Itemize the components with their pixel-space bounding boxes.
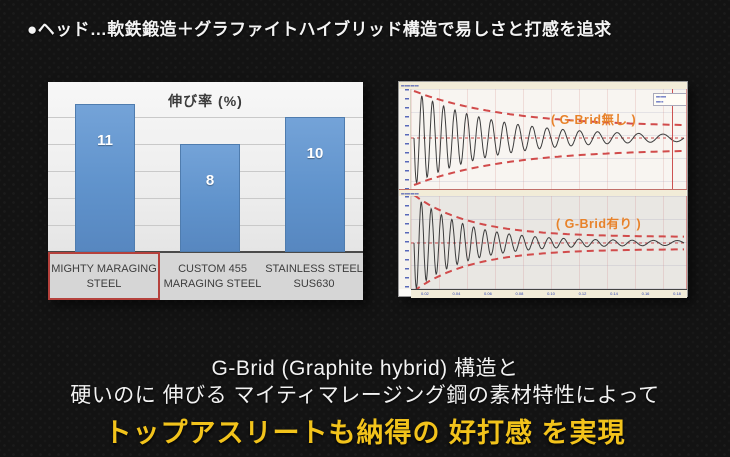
wave-a-plot-area: ( G-Brid無し ) ▪▪▪▪ ▪▪▪▪▪▪ ▪▪▪▪▪ ▪▪ [411, 89, 687, 189]
x-tick-label: 0.10 [547, 291, 555, 296]
wave-a-y-axis-ruler [399, 89, 411, 189]
wave-a-label: ( G-Brid無し ) [551, 113, 637, 127]
category-label-1: MIGHTY MARAGING STEEL [48, 253, 160, 300]
wave-b-y-axis-ruler [399, 196, 411, 289]
wave-a-info-box: ▪▪▪▪ ▪▪▪▪▪▪ ▪▪▪▪▪ ▪▪ [653, 93, 686, 106]
category-label-line: STEEL [86, 277, 122, 290]
wave-a-info-line1: ▪▪▪▪ ▪▪▪▪▪▪ [656, 94, 666, 99]
footer-highlight: トップアスリートも納得の 好打感 を実現 [104, 418, 626, 448]
x-tick-label: 0.08 [515, 291, 524, 296]
category-label-2: CUSTOM 455 MARAGING STEEL [160, 253, 265, 300]
category-label-line: CUSTOM 455 [178, 262, 247, 275]
category-label-line: MARAGING STEEL [163, 277, 262, 290]
wave-a-info-line2: ▪▪▪▪▪ ▪▪ [656, 99, 664, 104]
wave-a-axis-ticks [405, 89, 409, 189]
bar-value-label: 8 [205, 172, 215, 189]
bar-1 [75, 103, 135, 252]
bar-chart-title: 伸び率 (%) [168, 93, 243, 109]
x-tick-label: 0.14 [610, 291, 618, 296]
footer-line1: G-Brid (Graphite hybrid) 構造と [211, 357, 519, 380]
wave-b-plot-area: ( G-Brid有り ) [411, 196, 687, 289]
wave-b-trace [411, 196, 686, 289]
x-tick-label: 0.04 [452, 291, 461, 296]
bar-category-row: MIGHTY MARAGING STEEL CUSTOM 455 MARAGING S… [48, 253, 363, 300]
footer-line2: 硬いのに 伸びる マイティマレージング鋼の素材特性によって [70, 384, 660, 407]
x-tick-label: 0.18 [673, 291, 681, 296]
bar-3 [285, 117, 345, 252]
category-label-line: STAINLESS STEEL [265, 262, 363, 275]
elongation-bar-chart-panel: 11 8 10 伸び率 (%) MIGHTY MARAGING STEEL CUSTOM… [48, 82, 363, 300]
bar-2 [180, 144, 240, 252]
x-tick-label: 0.12 [578, 291, 587, 296]
wave-a-micro-text: ▪▪▪ ▪▪▪▪▪▪ ▪▪▪▪ ▪▪▪▪ [401, 83, 419, 88]
x-axis-line [48, 251, 363, 253]
wave-b-label: ( G-Brid有り ) [556, 217, 642, 231]
highlighted-category-box [48, 252, 160, 300]
x-tick-label: 0.02 [421, 291, 429, 296]
wave-b-axis-ticks [405, 196, 409, 289]
vibration-charts-panel: ▪▪▪ ▪▪▪▪▪▪ ▪▪▪▪ ▪▪▪▪ ( G-Brid無し ) ▪▪▪▪ ▪… [398, 81, 688, 298]
wave-b-x-axis: 0.02 0.04 0.06 0.08 0.10 0.12 0.14 0.16 0.18 [411, 289, 687, 298]
category-label-line: MIGHTY MARAGING [51, 262, 157, 275]
headline-text: ●ヘッド…軟鉄鍛造＋グラファイトハイブリッド構造で易しさと打感を追求 [27, 20, 612, 39]
x-tick-label: 0.06 [484, 291, 492, 296]
bar-value-label: 10 [306, 145, 324, 162]
gridline [48, 117, 363, 118]
wave-a-trace [411, 90, 686, 186]
category-label-line: SUS630 [293, 277, 335, 290]
wave-a-cursor-line [672, 89, 673, 189]
bar-plot-area: 11 8 10 [48, 82, 363, 253]
wave-b-micro-text: ▪▪▪ ▪▪▪▪▪▪ ▪▪▪▪ ▪▪▪▪ [401, 191, 419, 196]
x-tick-label: 0.16 [641, 291, 650, 296]
wave-chart-without-gbrid: ▪▪▪ ▪▪▪▪▪▪ ▪▪▪▪ ▪▪▪▪ ( G-Brid無し ) ▪▪▪▪ ▪… [399, 82, 687, 189]
bar-value-label: 11 [97, 131, 113, 149]
category-label-3: STAINLESS STEEL SUS630 [265, 253, 363, 300]
wave-chart-with-gbrid: ▪▪▪ ▪▪▪▪▪▪ ▪▪▪▪ ▪▪▪▪ ( G-Brid有り ) 0.02 0.… [399, 189, 687, 298]
